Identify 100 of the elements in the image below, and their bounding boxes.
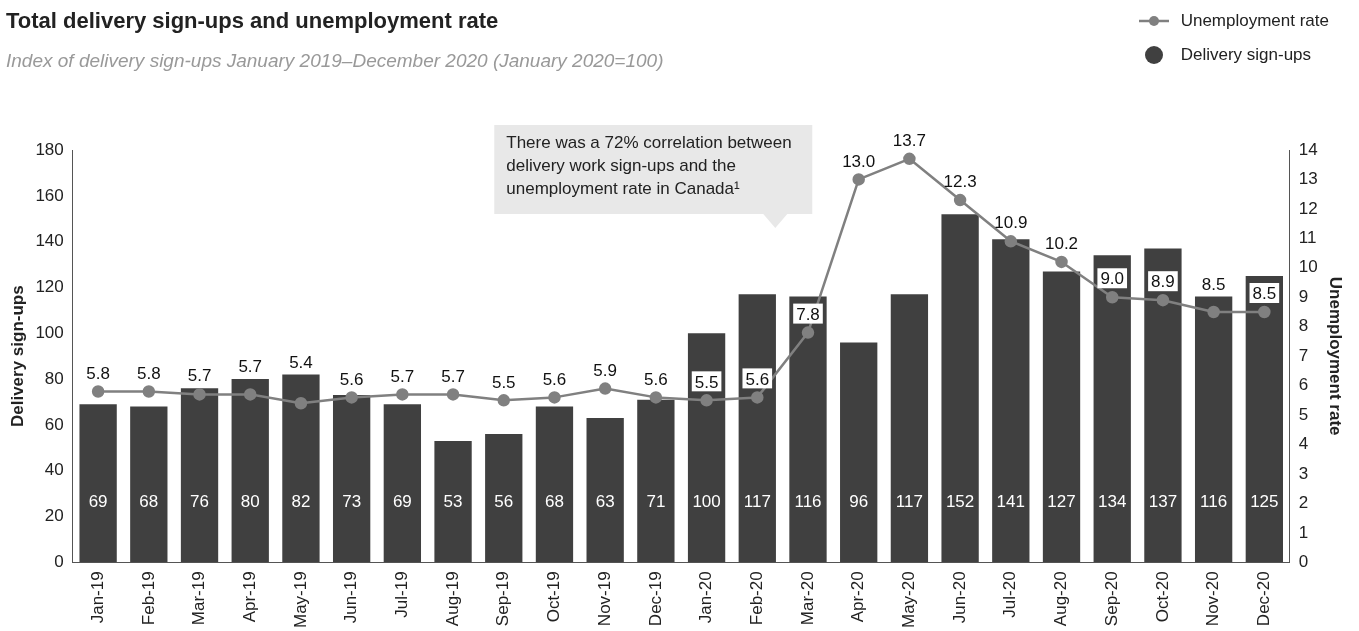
bar <box>840 342 878 563</box>
point <box>345 391 358 404</box>
data-label: 80 <box>240 492 260 511</box>
data-label: 53 <box>443 492 463 511</box>
data-label: 116 <box>794 492 822 511</box>
y2-tick-label: 8 <box>1298 316 1309 336</box>
data-label: 116 <box>1200 492 1228 511</box>
data-label: 7.8 <box>796 304 820 324</box>
data-label: 5.5 <box>491 372 516 392</box>
data-label: 137 <box>1148 492 1178 511</box>
point <box>548 391 561 404</box>
y2-tick-label: 13 <box>1298 169 1318 189</box>
data-label: 9.0 <box>1100 269 1125 289</box>
data-label: 5.9 <box>593 360 617 380</box>
y-tick-label: 0 <box>54 552 64 571</box>
point <box>1105 291 1119 304</box>
data-label: 76 <box>190 492 209 511</box>
bar <box>992 239 1030 563</box>
data-label: 125 <box>1250 492 1279 511</box>
bar <box>79 404 117 563</box>
x-tick-label: May-20 <box>899 571 919 628</box>
data-label: 12.3 <box>943 172 977 192</box>
bar <box>180 388 219 563</box>
x-tick-label: Nov-19 <box>594 571 614 627</box>
x-tick-label: Aug-19 <box>442 571 462 627</box>
x-tick-label: Jun-20 <box>949 571 969 624</box>
x-tick-label: May-19 <box>290 571 310 628</box>
data-label: 152 <box>945 492 975 511</box>
point <box>700 394 713 407</box>
x-tick-label: Oct-19 <box>544 571 564 623</box>
x-tick-label: Sep-19 <box>493 571 513 627</box>
point <box>1258 305 1271 319</box>
data-label: 127 <box>1047 492 1076 511</box>
data-label: 10.2 <box>1044 234 1079 254</box>
chart-title: Total delivery sign-ups and unemployment rate <box>6 8 499 34</box>
data-label: 96 <box>849 492 869 511</box>
x-tick-label: Feb-20 <box>746 571 766 626</box>
x-tick-label: Nov-20 <box>1203 571 1223 627</box>
y2-tick-label: 9 <box>1298 286 1309 306</box>
bar <box>231 379 269 563</box>
legend-label: Delivery sign-ups <box>1180 45 1312 65</box>
y2-tick-label: 5 <box>1298 404 1309 424</box>
data-label: 5.8 <box>86 363 110 383</box>
point <box>1207 305 1220 319</box>
bar <box>485 434 523 563</box>
y-tick-label: 20 <box>44 506 64 526</box>
point <box>953 193 967 207</box>
data-label: 69 <box>392 492 412 511</box>
bar <box>1245 275 1283 563</box>
data-label: 5.5 <box>694 372 719 392</box>
data-label: 5.6 <box>644 369 668 389</box>
y2-axis-title: Unemployment rate <box>1326 276 1346 436</box>
data-label: 13.0 <box>842 151 876 171</box>
bar <box>130 406 168 563</box>
data-label: 5.6 <box>542 369 567 389</box>
x-tick-label: Apr-20 <box>848 571 868 623</box>
y-tick-label: 100 <box>35 322 64 342</box>
point <box>243 388 257 401</box>
x-tick-label: Dec-20 <box>1254 571 1274 627</box>
y-tick-label: 120 <box>35 277 64 297</box>
data-label: 13.7 <box>892 131 926 151</box>
y2-tick-label: 14 <box>1298 139 1318 159</box>
bar <box>687 333 726 563</box>
bar <box>789 296 827 563</box>
data-label: 117 <box>895 492 923 511</box>
data-label: 69 <box>88 492 108 511</box>
point <box>598 382 612 395</box>
y2-tick-label: 0 <box>1298 552 1309 571</box>
bar <box>535 406 574 563</box>
data-label: 5.7 <box>441 366 465 386</box>
bar <box>586 418 624 563</box>
point <box>903 152 916 166</box>
bar <box>1194 296 1233 563</box>
data-label: 5.7 <box>390 366 415 386</box>
y2-tick-label: 12 <box>1298 198 1318 218</box>
bar <box>1042 271 1081 563</box>
bar <box>637 399 675 563</box>
y-tick-label: 60 <box>44 414 64 434</box>
data-label: 8.5 <box>1201 274 1226 294</box>
bar <box>738 294 776 563</box>
point <box>497 394 511 407</box>
point <box>396 388 409 401</box>
point <box>852 173 865 186</box>
data-label: 73 <box>342 492 362 511</box>
x-tick-label: Jan-19 <box>87 571 107 624</box>
y2-tick-label: 1 <box>1298 522 1309 542</box>
data-label: 56 <box>494 492 514 511</box>
data-label: 5.6 <box>745 369 770 389</box>
y-tick-label: 80 <box>44 368 64 388</box>
point <box>1156 293 1170 307</box>
y2-tick-label: 7 <box>1298 345 1309 365</box>
y-tick-label: 40 <box>44 460 64 480</box>
x-tick-label: Jul-20 <box>1000 571 1020 618</box>
data-label: 8.5 <box>1252 284 1277 304</box>
y2-tick-label: 2 <box>1298 493 1309 513</box>
bar <box>1093 255 1131 563</box>
x-tick-label: Feb-19 <box>138 571 158 626</box>
y2-tick-label: 11 <box>1298 228 1317 248</box>
data-label: 8.9 <box>1151 272 1175 292</box>
x-tick-label: Mar-19 <box>189 571 209 626</box>
